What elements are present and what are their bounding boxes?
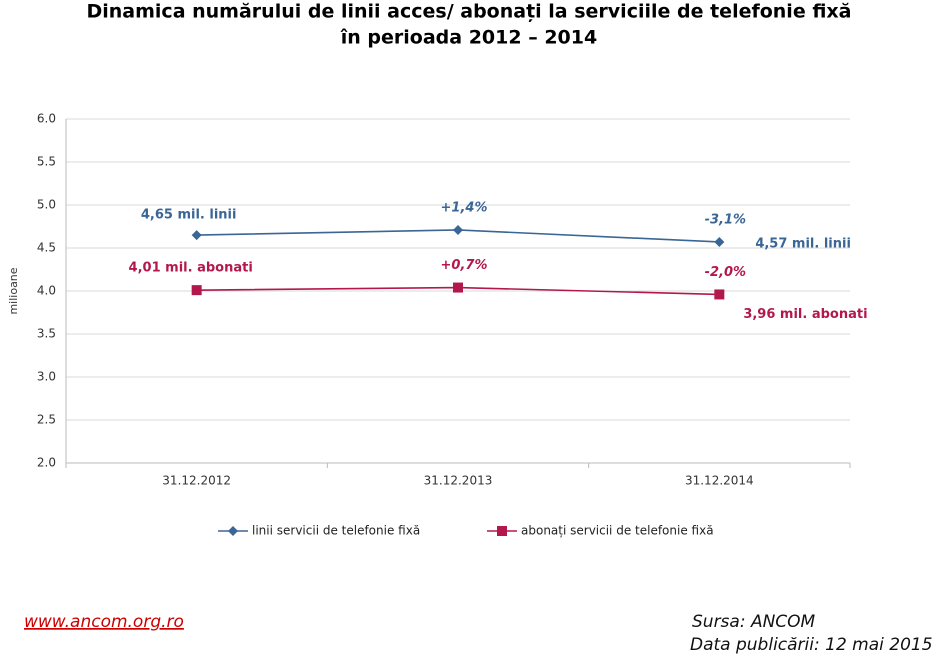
y-tick-label: 3.5 <box>37 327 56 341</box>
data-label: 3,96 mil. abonati <box>743 307 867 322</box>
footer-date: Data publicării: 12 mai 2015 <box>690 635 933 655</box>
point <box>714 289 725 300</box>
y-tick-label: 3.0 <box>37 370 56 384</box>
point <box>191 230 202 241</box>
chart-subtitle: în perioada 2012 – 2014 <box>340 27 597 49</box>
point <box>714 236 725 247</box>
data-label: 4,01 mil. abonati <box>129 261 253 276</box>
footer-source: Sursa: ANCOM <box>692 612 816 632</box>
x-tick-label: 31.12.2014 <box>685 474 754 488</box>
point <box>228 526 238 536</box>
point <box>453 224 463 235</box>
change-label: -2,0% <box>705 265 746 280</box>
y-tick-label: 4.5 <box>37 241 56 255</box>
y-axis-label: milioane <box>7 267 20 314</box>
legend-label: linii servicii de telefonie fixă <box>252 524 420 538</box>
y-tick-label: 5.0 <box>37 198 56 212</box>
y-tick-label: 2.0 <box>37 456 56 470</box>
x-tick-label: 31.12.2012 <box>162 474 231 488</box>
legend-label: abonați servicii de telefonie fixă <box>521 524 714 538</box>
data-label: 4,65 mil. linii <box>141 208 237 223</box>
point <box>453 282 463 293</box>
x-tick-label: 31.12.2013 <box>424 474 493 488</box>
data-label: 4,57 mil. linii <box>755 236 851 251</box>
chart-title: Dinamica numărului de linii acces/ abona… <box>86 1 851 23</box>
point <box>191 285 202 296</box>
y-tick-label: 6.0 <box>37 112 56 126</box>
y-tick-label: 2.5 <box>37 413 56 427</box>
change-label: +1,4% <box>441 200 488 215</box>
y-tick-label: 5.5 <box>37 155 56 169</box>
footer-link[interactable]: www.ancom.org.ro <box>24 612 184 632</box>
change-label: -3,1% <box>705 212 746 227</box>
change-label: +0,7% <box>441 258 488 273</box>
y-tick-label: 4.0 <box>37 284 56 298</box>
point <box>497 526 507 536</box>
